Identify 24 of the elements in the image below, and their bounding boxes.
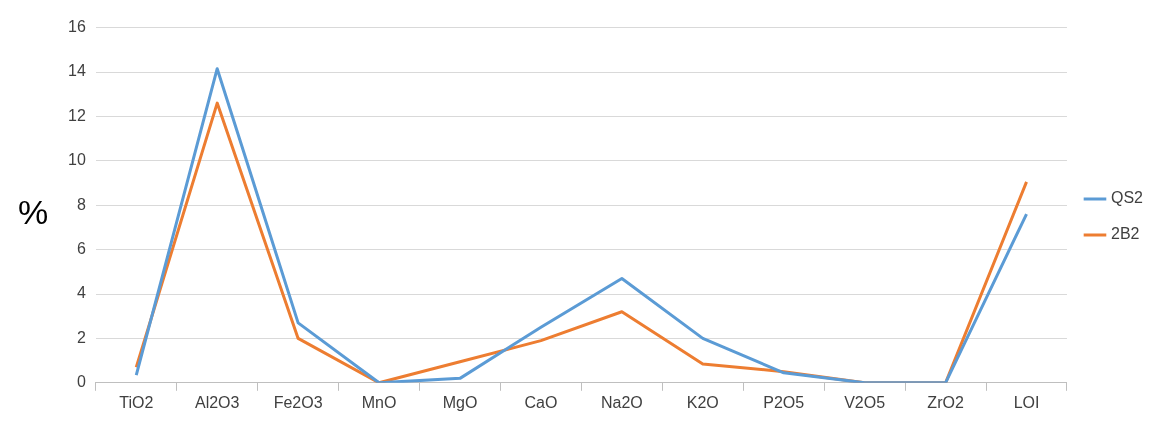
y-tick-label: 16 (68, 18, 86, 36)
y-tick-label: 14 (68, 62, 86, 80)
x-tick-label: Na2O (600, 393, 643, 411)
legend-label: QS2 (1110, 189, 1144, 207)
x-tick-label: P2O5 (763, 393, 805, 411)
x-tick-label: LOI (1013, 393, 1040, 411)
x-tick-label: MgO (442, 393, 478, 411)
y-axis-title: % (16, 192, 50, 232)
x-tick-label: ZrO2 (927, 393, 964, 411)
y-tick-label: 2 (76, 328, 86, 346)
x-tick-label: K2O (686, 393, 719, 411)
y-tick-label: 8 (76, 195, 86, 213)
x-tick-label: MnO (361, 393, 397, 411)
x-tick-label: TiO2 (119, 393, 154, 411)
y-tick-label: 0 (76, 373, 86, 391)
x-tick-label: Fe2O3 (273, 393, 323, 411)
y-tick-label: 4 (76, 284, 86, 302)
x-tick-label: V2O5 (844, 393, 886, 411)
y-tick-label: 6 (76, 240, 86, 258)
y-tick-label: 12 (68, 106, 86, 124)
y-tick-label: 10 (68, 151, 86, 169)
x-tick-label: Al2O3 (194, 393, 240, 411)
legend-label: 2B2 (1110, 225, 1140, 243)
x-tick-label: CaO (524, 393, 558, 411)
